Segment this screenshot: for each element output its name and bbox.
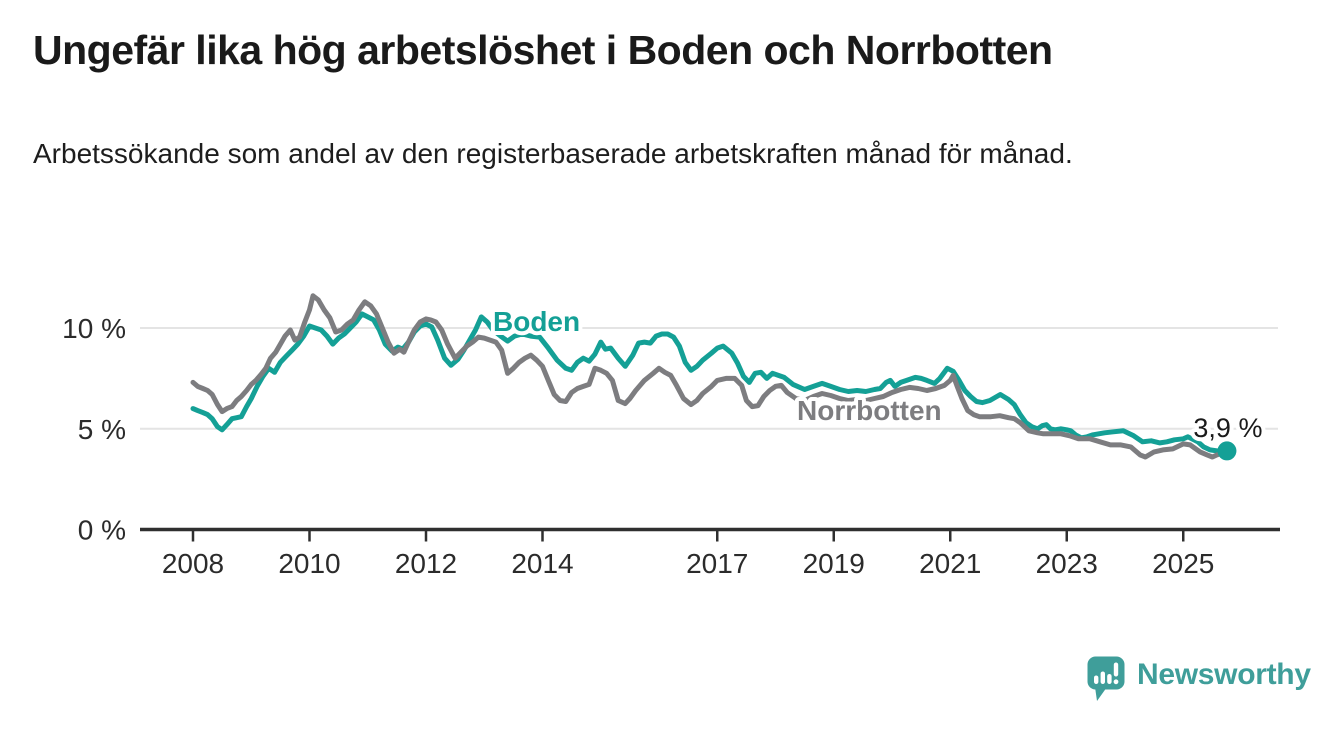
y-tick-label-0: 0 % [78,515,126,546]
series-end-dot [1217,441,1237,461]
x-tick-label-2014: 2014 [511,548,573,579]
x-tick-label-2008: 2008 [162,548,224,579]
chart-title: Ungefär lika hög arbetslöshet i Boden oc… [33,27,1053,73]
x-tick-label-2012: 2012 [395,548,457,579]
x-tick-label-2025: 2025 [1152,548,1214,579]
end-value-label-halo: 3,9 % [1193,413,1262,443]
series-label-norrbotten-halo: Norrbotten [797,395,942,426]
y-tick-label-5: 5 % [78,414,126,445]
brand-name: Newsworthy [1137,658,1311,691]
x-tick-label-2019: 2019 [803,548,865,579]
series-label-norrbotten: Norrbotten [797,395,942,426]
newsworthy-logo-icon [1087,656,1125,701]
series-line-norrbotten [190,293,1226,460]
chart-subtitle: Arbetssökande som andel av den registerb… [33,138,1073,169]
series-line-boden [190,311,1230,454]
y-tick-label-10: 10 % [62,313,126,344]
x-tick-label-2023: 2023 [1036,548,1098,579]
x-tick-label-2010: 2010 [278,548,340,579]
end-value-label: 3,9 % [1193,413,1262,443]
x-tick-label-2021: 2021 [919,548,981,579]
x-tick-label-2017: 2017 [686,548,748,579]
series-label-boden-halo: Boden [493,306,580,337]
series-label-boden: Boden [493,306,580,337]
brand-footer: Newsworthy [1086,655,1326,705]
